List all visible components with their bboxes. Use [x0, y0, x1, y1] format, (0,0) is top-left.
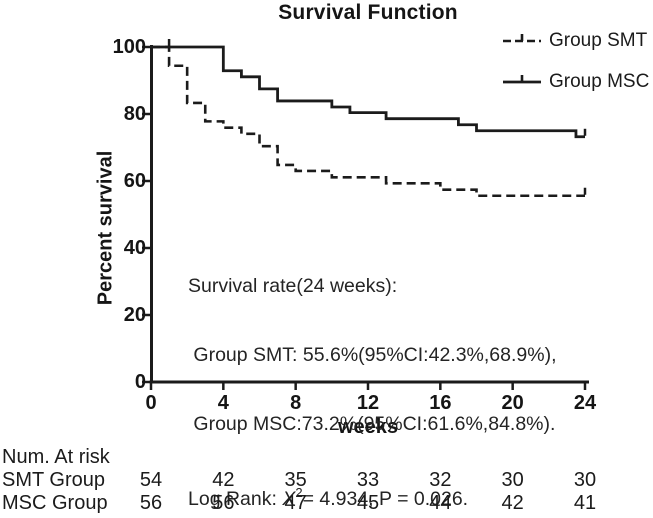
km-curve-group-msc	[151, 45, 585, 139]
y-tick-label: 80	[123, 103, 146, 125]
annotation-smt-rate: Group SMT: 55.6%(95%CI:42.3%,68.9%),	[188, 344, 557, 366]
x-tick-label: 16	[429, 392, 452, 414]
stats-annotation: Survival rate(24 weeks): Group SMT: 55.6…	[188, 229, 557, 518]
risk-count-smt-group: 42	[212, 469, 235, 491]
y-tick-label: 100	[112, 36, 146, 58]
risk-count-msc-group: 56	[212, 492, 235, 514]
risk-row-label-msc: MSC Group	[2, 492, 108, 514]
annotation-msc-rate: Group MSC:73.2%(95%CI:61.6%,84.8%).	[188, 413, 556, 435]
risk-count-msc-group: 45	[356, 492, 380, 514]
risk-count-smt-group: 30	[573, 469, 597, 491]
legend-label-group-msc: Group MSC	[549, 71, 650, 92]
risk-count-msc-group: 42	[501, 492, 524, 514]
annotation-survival-rate-heading: Survival rate(24 weeks):	[188, 275, 398, 297]
x-tick-label: 0	[145, 392, 157, 414]
x-tick-label: 8	[290, 392, 302, 414]
risk-table-heading: Num. At risk	[2, 446, 110, 468]
solid-line-marker-icon	[503, 75, 541, 84]
x-tick-label: 12	[356, 392, 380, 414]
y-tick-label: 60	[123, 170, 146, 192]
y-tick-label: 40	[123, 237, 146, 259]
x-tick-label: 24	[573, 392, 597, 414]
risk-count-msc-group: 41	[573, 492, 597, 514]
risk-count-smt-group: 33	[356, 469, 380, 491]
risk-row-label-smt: SMT Group	[2, 469, 105, 491]
dashed-line-marker-icon	[503, 34, 541, 43]
y-tick-label: 0	[134, 371, 146, 393]
risk-count-smt-group: 30	[501, 469, 524, 491]
y-tick-label: 20	[123, 304, 146, 326]
x-tick-label: 20	[501, 392, 524, 414]
annotation-log-rank: Log Rank: X2= 4.934, P = 0.026.	[188, 484, 469, 511]
km-curve-group-smt	[151, 45, 585, 198]
x-axis-title: weeks	[337, 416, 399, 438]
x-tick-label: 4	[217, 392, 229, 414]
risk-count-smt-group: 54	[139, 469, 163, 491]
risk-count-smt-group: 32	[429, 469, 452, 491]
risk-count-msc-group: 47	[284, 492, 307, 514]
legend-label-group-smt: Group SMT	[549, 30, 648, 51]
risk-count-msc-group: 56	[139, 492, 163, 514]
risk-count-smt-group: 35	[284, 469, 307, 491]
risk-count-msc-group: 44	[429, 492, 452, 514]
chart-title: Survival Function	[278, 1, 458, 24]
